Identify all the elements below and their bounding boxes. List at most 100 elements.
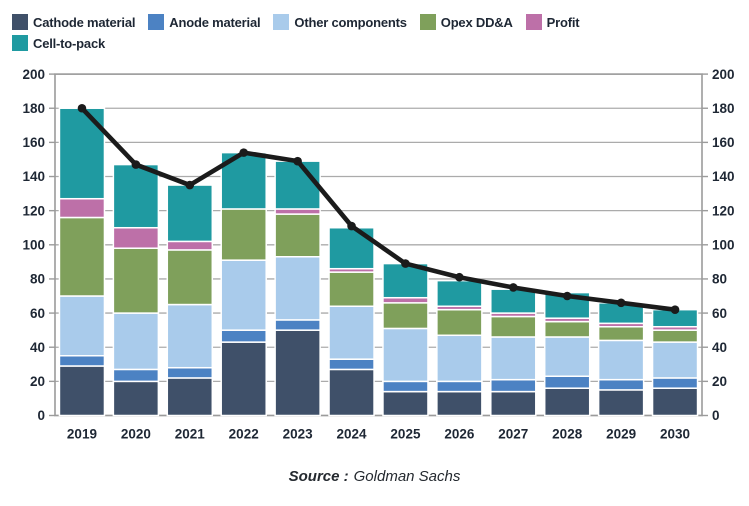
y-tick-label-left: 160 <box>22 135 45 150</box>
y-tick-label-right: 0 <box>712 408 720 423</box>
bar-2022 <box>220 151 267 417</box>
line-marker <box>347 221 356 231</box>
bar-segment <box>543 375 591 389</box>
line-marker <box>77 103 87 113</box>
bar-segment <box>490 390 537 417</box>
x-tick-label: 2027 <box>498 427 528 442</box>
legend-row-2: Cell-to-pack <box>12 35 579 51</box>
y-tick-label-left: 0 <box>37 408 45 423</box>
bar-2020 <box>112 163 160 417</box>
x-tick-label: 2020 <box>121 427 151 442</box>
legend-item-cathode-material: Cathode material <box>12 14 135 30</box>
legend-row-1: Cathode material Anode material Other co… <box>12 14 580 30</box>
line-marker <box>670 305 680 314</box>
bar-segment <box>58 365 106 417</box>
bar-segment <box>112 380 160 417</box>
y-tick-label-left: 120 <box>22 203 45 218</box>
line-marker <box>616 298 626 308</box>
legend-label: Cathode material <box>33 14 136 30</box>
bar-segment <box>166 184 214 243</box>
x-tick-label: 2022 <box>229 427 259 442</box>
bar-segment <box>166 366 214 379</box>
bar-segment <box>436 380 483 393</box>
y-tick-label-right: 180 <box>712 101 735 116</box>
y-tick-label-left: 80 <box>30 272 45 287</box>
y-tick-label-left: 100 <box>22 238 45 253</box>
bar-segment <box>436 334 483 383</box>
bar-segment <box>112 368 160 383</box>
bar-segment <box>220 329 267 343</box>
legend-item-opex-dda: Opex DD&A <box>419 14 513 30</box>
x-tick-label: 2019 <box>67 427 97 442</box>
line-marker <box>401 259 410 268</box>
bar-2026 <box>436 279 483 417</box>
chart-legend: Cathode material Anode material Other co… <box>12 14 580 51</box>
bar-segment <box>58 197 106 219</box>
x-tick-label: 2021 <box>175 427 206 442</box>
bar-segment <box>382 390 429 417</box>
bar-segment <box>328 358 375 371</box>
line-marker <box>455 272 464 282</box>
y-tick-label-right: 100 <box>712 238 735 253</box>
x-tick-label: 2026 <box>444 427 475 442</box>
source-value: Goldman Sachs <box>353 468 461 485</box>
y-tick-label-right: 140 <box>712 169 735 184</box>
x-tick-label: 2025 <box>390 427 421 442</box>
line-marker <box>185 180 195 190</box>
bar-segment <box>328 305 375 360</box>
bar-segment <box>112 226 160 249</box>
bar-segment <box>112 163 160 229</box>
bar-segment <box>597 339 645 381</box>
bar-segment <box>274 319 321 331</box>
bar-segment <box>490 315 537 338</box>
bar-segment <box>597 325 645 342</box>
y-tick-label-left: 140 <box>22 169 45 184</box>
line-marker <box>131 160 141 169</box>
bar-segment <box>274 160 321 210</box>
bar-2030 <box>651 308 699 417</box>
legend-item-cell-to-pack: Cell-to-pack <box>12 35 105 51</box>
x-tick-label: 2024 <box>337 427 368 442</box>
bar-segment <box>651 341 699 379</box>
y-tick-label-right: 40 <box>712 340 727 355</box>
bar-segment <box>220 341 267 417</box>
y-tick-label-left: 40 <box>30 340 45 355</box>
line-marker <box>239 148 249 157</box>
bar-segment <box>274 213 321 258</box>
bar-segment <box>166 377 214 417</box>
bar-segment <box>58 295 106 357</box>
bar-segment <box>543 320 591 338</box>
cell-to-pack-swatch-icon <box>12 35 28 51</box>
bar-2024 <box>328 226 375 417</box>
bar-segment <box>651 387 699 417</box>
bar-segment <box>328 368 375 417</box>
bar-segment <box>274 255 321 321</box>
total-line <box>79 105 678 312</box>
source-caption: Source : Goldman Sachs <box>0 468 749 485</box>
bar-segment <box>597 378 645 391</box>
line-marker <box>562 291 572 301</box>
legend-item-profit: Profit <box>525 14 580 30</box>
bar-2023 <box>274 160 321 417</box>
y-tick-label-right: 80 <box>712 272 727 287</box>
y-tick-label-right: 160 <box>712 135 735 150</box>
bar-segment <box>490 336 537 381</box>
bar-2029 <box>597 302 645 417</box>
bar-segment <box>166 249 214 306</box>
bar-segment <box>274 208 321 215</box>
bar-segment <box>112 312 160 371</box>
x-axis-labels: 2019 2020 2021 2022 2023 2024 2025 2026 2027 2028… <box>67 427 690 442</box>
source-label: Source : <box>288 468 349 485</box>
total-line-layer <box>77 103 680 314</box>
bar-segment <box>651 377 699 389</box>
legend-label: Cell-to-pack <box>33 35 106 51</box>
bar-2019 <box>58 107 106 417</box>
bar-segment <box>220 208 267 261</box>
y-tick-label-right: 120 <box>712 203 735 218</box>
bar-segment <box>543 387 591 417</box>
bar-segment <box>651 329 699 343</box>
bar-segment <box>436 308 483 337</box>
y-tick-label-left: 20 <box>30 374 45 389</box>
